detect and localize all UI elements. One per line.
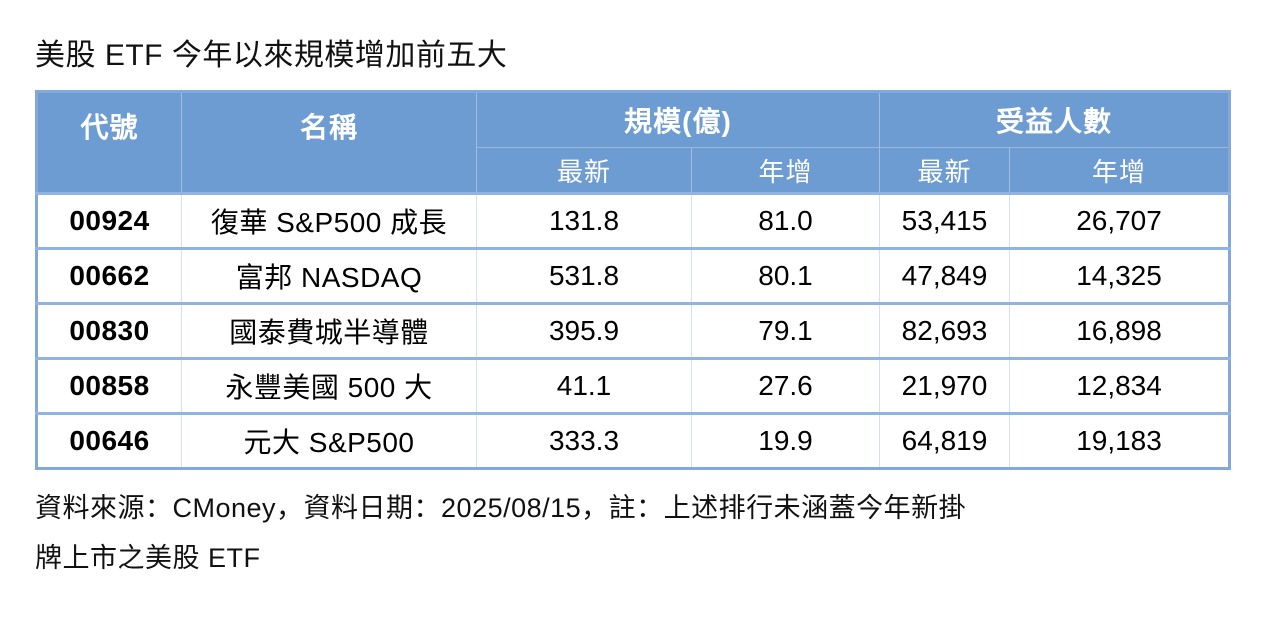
page-title: 美股 ETF 今年以來規模增加前五大 <box>35 39 508 72</box>
cell-scale-yoy: 79.1 <box>691 302 880 359</box>
col-header-scale-yoy: 年增 <box>691 147 880 194</box>
col-header-name: 名稱 <box>181 91 477 194</box>
cell-name: 復華 S&P500 成長 <box>181 192 477 249</box>
cell-holders-latest: 21,970 <box>879 357 1010 414</box>
cell-holders-latest: 64,819 <box>879 412 1010 469</box>
cell-scale-yoy: 27.6 <box>691 357 880 414</box>
cell-holders-yoy: 26,707 <box>1008 192 1230 249</box>
cell-holders-latest: 47,849 <box>879 247 1010 304</box>
col-header-scale-group: 規模(億) <box>476 91 880 148</box>
cell-code: 00830 <box>36 302 182 359</box>
col-header-holders-group: 受益人數 <box>878 91 1230 148</box>
cell-scale-latest: 131.8 <box>476 192 692 249</box>
cell-holders-latest: 53,415 <box>879 192 1010 249</box>
cell-name: 永豐美國 500 大 <box>181 357 477 414</box>
cell-scale-latest: 531.8 <box>476 247 692 304</box>
etf-ranking-table: 代號 名稱 規模(億) 受益人數 最新 年增 最新 年增 00924 復華 S&… <box>35 90 1232 470</box>
source-note-line2: 牌上市之美股 ETF <box>35 543 261 573</box>
col-header-code: 代號 <box>36 91 182 194</box>
cell-name: 富邦 NASDAQ <box>181 247 477 304</box>
cell-name: 國泰費城半導體 <box>181 302 477 359</box>
cell-scale-latest: 395.9 <box>476 302 692 359</box>
cell-scale-latest: 41.1 <box>476 357 692 414</box>
cell-scale-yoy: 80.1 <box>691 247 880 304</box>
table-row: 00662 富邦 NASDAQ 531.8 80.1 47,849 14,325 <box>36 247 1230 304</box>
cell-holders-yoy: 16,898 <box>1008 302 1230 359</box>
col-header-scale-latest: 最新 <box>476 147 692 194</box>
cell-holders-yoy: 12,834 <box>1008 357 1230 414</box>
cell-holders-latest: 82,693 <box>879 302 1010 359</box>
table-row: 00924 復華 S&P500 成長 131.8 81.0 53,415 26,… <box>36 192 1230 249</box>
cell-code: 00858 <box>36 357 182 414</box>
table-row: 00830 國泰費城半導體 395.9 79.1 82,693 16,898 <box>36 302 1230 359</box>
cell-scale-yoy: 19.9 <box>691 412 880 469</box>
table-row: 00858 永豐美國 500 大 41.1 27.6 21,970 12,834 <box>36 357 1230 414</box>
cell-code: 00646 <box>36 412 182 469</box>
col-header-holders-latest: 最新 <box>879 147 1010 194</box>
col-header-holders-yoy: 年增 <box>1008 147 1230 194</box>
source-note: 資料來源：CMoney，資料日期：2025/08/15，註：上述排行未涵蓋今年新… <box>35 483 1228 583</box>
table-body: 00924 復華 S&P500 成長 131.8 81.0 53,415 26,… <box>36 192 1230 469</box>
cell-code: 00662 <box>36 247 182 304</box>
cell-holders-yoy: 19,183 <box>1008 412 1230 469</box>
cell-code: 00924 <box>36 192 182 249</box>
page: 美股 ETF 今年以來規模增加前五大 代號 名稱 規模(億) 受益人數 最新 年… <box>35 39 1232 583</box>
cell-scale-yoy: 81.0 <box>691 192 880 249</box>
cell-name: 元大 S&P500 <box>181 412 477 469</box>
source-note-line1: 資料來源：CMoney，資料日期：2025/08/15，註：上述排行未涵蓋今年新… <box>35 493 967 523</box>
table-header: 代號 名稱 規模(億) 受益人數 最新 年增 最新 年增 <box>36 91 1230 194</box>
cell-scale-latest: 333.3 <box>476 412 692 469</box>
cell-holders-yoy: 14,325 <box>1008 247 1230 304</box>
table-row: 00646 元大 S&P500 333.3 19.9 64,819 19,183 <box>36 412 1230 469</box>
